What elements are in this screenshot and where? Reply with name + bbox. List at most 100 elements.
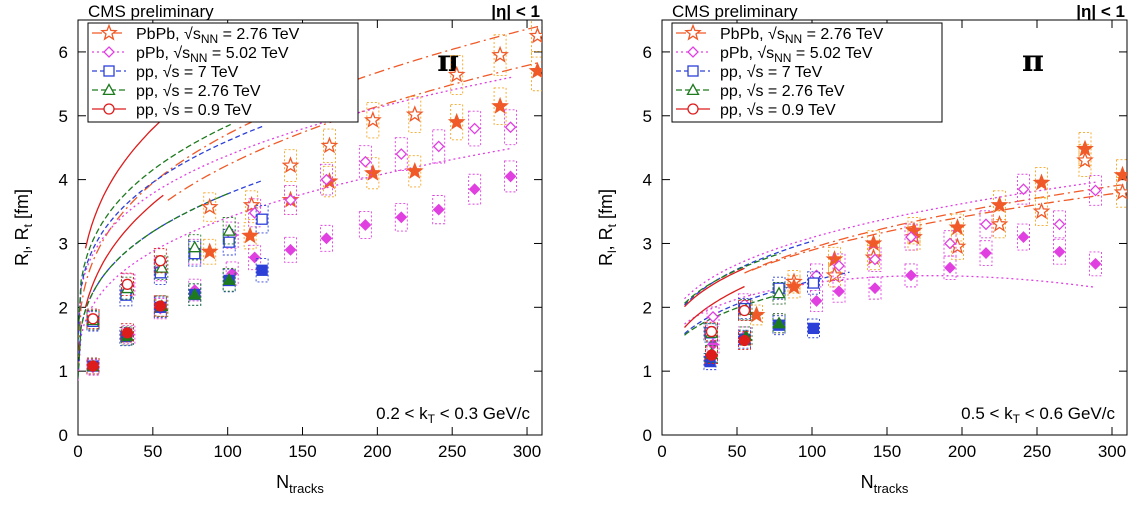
fit-curve-rt bbox=[684, 293, 781, 336]
marker-square bbox=[256, 213, 268, 225]
syst-box bbox=[243, 222, 257, 250]
marker-diamond bbox=[944, 261, 956, 274]
marker-star bbox=[1113, 165, 1127, 183]
marker-circle bbox=[738, 304, 751, 317]
marker-star bbox=[1076, 151, 1094, 168]
marker-star bbox=[1032, 202, 1051, 220]
x-tick-label: 300 bbox=[513, 442, 541, 461]
syst-box bbox=[153, 296, 167, 318]
marker-diamond bbox=[284, 194, 297, 206]
syst-box bbox=[810, 290, 823, 312]
marker-circle bbox=[87, 313, 99, 325]
syst-box bbox=[468, 110, 482, 147]
marker-circle bbox=[687, 103, 699, 115]
marker-diamond bbox=[1053, 245, 1066, 258]
x-tick-label: 100 bbox=[798, 442, 826, 461]
syst-box bbox=[868, 246, 882, 273]
marker-star bbox=[363, 110, 382, 128]
marker-diamond bbox=[810, 295, 823, 307]
plot-frame bbox=[77, 19, 543, 436]
legend-label: pp, √s = 0.9 TeV bbox=[720, 102, 836, 119]
syst-box bbox=[225, 221, 239, 249]
syst-box bbox=[943, 255, 957, 280]
syst-box bbox=[1017, 223, 1030, 251]
y-tick-label: 4 bbox=[59, 171, 68, 190]
syst-box bbox=[705, 345, 718, 363]
marker-square bbox=[687, 65, 699, 77]
eta-range-label: |η| < 1 bbox=[491, 2, 540, 21]
syst-box bbox=[155, 295, 169, 317]
syst-box bbox=[1089, 175, 1102, 206]
marker-star bbox=[990, 215, 1009, 232]
syst-box bbox=[993, 210, 1006, 239]
syst-box bbox=[828, 246, 841, 273]
syst-box bbox=[320, 163, 333, 196]
syst-box bbox=[1078, 131, 1092, 166]
plot-content bbox=[78, 20, 542, 381]
syst-box bbox=[320, 224, 333, 252]
x-tick-label: 50 bbox=[143, 442, 162, 461]
marker-star bbox=[447, 65, 466, 83]
marker-square bbox=[103, 65, 115, 77]
syst-box bbox=[531, 50, 542, 92]
marker-diamond bbox=[468, 122, 481, 135]
syst-box bbox=[86, 309, 100, 331]
syst-box bbox=[504, 160, 518, 193]
fit-curve-rt bbox=[684, 285, 745, 328]
syst-box bbox=[979, 240, 993, 266]
syst-box bbox=[153, 295, 167, 317]
plot-frame bbox=[661, 19, 1128, 436]
marker-diamond bbox=[359, 155, 372, 168]
legend-label: pPb, √sNN = 5.02 TeV bbox=[720, 45, 873, 65]
syst-box bbox=[504, 109, 518, 146]
marker-star bbox=[241, 226, 260, 244]
x-tick-label: 0 bbox=[73, 442, 82, 461]
marker-star bbox=[825, 250, 844, 267]
fit-curve-rt bbox=[684, 271, 850, 335]
marker-circle bbox=[121, 278, 134, 290]
marker-square bbox=[807, 277, 820, 289]
marker-diamond bbox=[1017, 231, 1030, 243]
syst-box bbox=[450, 104, 464, 141]
syst-box bbox=[868, 276, 882, 300]
marker-diamond bbox=[284, 243, 297, 256]
syst-box bbox=[255, 205, 269, 234]
legend-box bbox=[87, 22, 359, 123]
y-tick-label: 2 bbox=[643, 298, 652, 317]
fit-curve-rt bbox=[84, 194, 164, 308]
legend-label: pPb, √sNN = 5.02 TeV bbox=[136, 45, 289, 65]
marker-diamond bbox=[432, 140, 445, 153]
marker-diamond bbox=[944, 237, 956, 250]
syst-box bbox=[450, 54, 464, 95]
eta-range-label: |η| < 1 bbox=[1076, 2, 1125, 21]
marker-circle bbox=[705, 325, 718, 338]
y-tick-label: 3 bbox=[59, 234, 68, 253]
marker-diamond bbox=[395, 148, 408, 160]
x-axis-label: Ntracks bbox=[276, 472, 324, 496]
marker-square bbox=[256, 264, 268, 276]
series-2 bbox=[703, 271, 820, 371]
marker-star bbox=[948, 218, 967, 236]
syst-box bbox=[408, 96, 422, 133]
y-tick-label: 0 bbox=[59, 426, 68, 445]
fit-curve-rl bbox=[751, 191, 1127, 271]
x-tick-label: 0 bbox=[657, 442, 666, 461]
syst-box bbox=[493, 87, 507, 125]
marker-triangle bbox=[772, 286, 786, 299]
marker-star bbox=[491, 96, 509, 114]
marker-triangle bbox=[222, 273, 236, 285]
syst-box bbox=[739, 299, 753, 321]
marker-diamond bbox=[1017, 183, 1030, 196]
fit-curve-rl bbox=[684, 181, 1096, 300]
marker-triangle bbox=[188, 240, 202, 253]
marker-star bbox=[200, 242, 219, 260]
cms-preliminary-label: CMS preliminary bbox=[672, 2, 798, 21]
y-tick-label: 1 bbox=[643, 362, 652, 381]
syst-box bbox=[153, 297, 167, 320]
fit-curve-rl bbox=[84, 118, 164, 249]
syst-box bbox=[284, 236, 297, 263]
marker-triangle bbox=[102, 83, 116, 96]
marker-diamond bbox=[395, 211, 408, 224]
